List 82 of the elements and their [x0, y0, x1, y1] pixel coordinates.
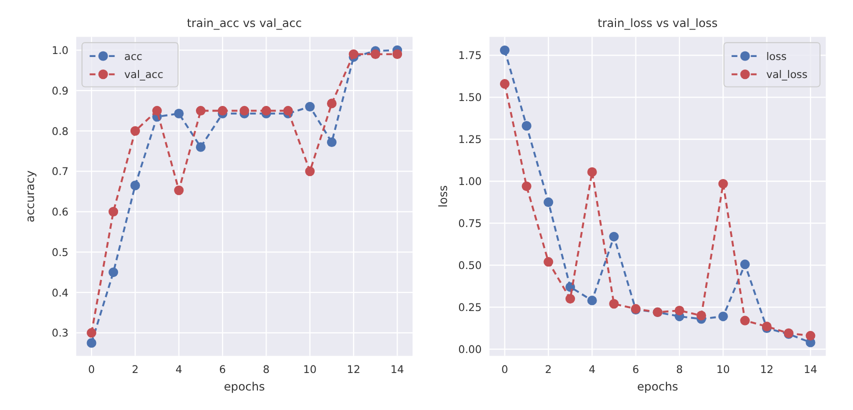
- point: [718, 312, 728, 322]
- y-tick-label: 0.3: [52, 328, 69, 340]
- point: [305, 166, 315, 176]
- point: [196, 106, 206, 116]
- chart-title: train_loss vs val_loss: [598, 16, 718, 30]
- x-tick-label: 8: [262, 364, 270, 376]
- y-tick-label: 0.8: [52, 126, 69, 138]
- x-tick-label: 4: [176, 364, 183, 376]
- y-tick-label: 1.75: [458, 50, 482, 62]
- legend-label: val_loss: [766, 69, 808, 82]
- point: [740, 260, 750, 270]
- y-tick-label: 1.50: [458, 92, 482, 104]
- point: [565, 294, 576, 304]
- point: [348, 49, 358, 59]
- x-tick-label: 6: [219, 364, 226, 376]
- point: [806, 330, 816, 341]
- y-axis-title: loss: [436, 185, 450, 208]
- x-tick-label: 10: [303, 364, 317, 376]
- point: [587, 167, 597, 177]
- y-tick-label: 0.25: [458, 302, 482, 314]
- y-tick-label: 0.50: [458, 260, 482, 272]
- y-tick-label: 0.6: [52, 206, 69, 219]
- chart-title: train_acc vs val_acc: [186, 16, 302, 30]
- point: [283, 106, 293, 116]
- point: [326, 137, 337, 148]
- x-axis-title: epochs: [224, 379, 265, 394]
- x-tick-label: 10: [716, 364, 730, 376]
- point: [86, 338, 96, 348]
- y-tick-label: 0.9: [52, 85, 69, 98]
- y-tick-label: 0.75: [458, 218, 482, 230]
- legend-label: acc: [124, 50, 143, 63]
- point: [130, 126, 140, 136]
- point: [108, 206, 118, 217]
- point: [152, 106, 162, 116]
- x-tick-label: 14: [804, 364, 818, 376]
- x-tick-label: 12: [346, 364, 360, 376]
- point: [370, 49, 380, 59]
- point: [718, 178, 728, 189]
- point: [326, 98, 337, 108]
- point: [174, 185, 184, 196]
- x-tick-label: 2: [132, 364, 139, 376]
- point: [696, 310, 706, 320]
- legend-label: val_acc: [124, 69, 164, 82]
- y-tick-label: 1.00: [458, 176, 482, 188]
- point: [174, 108, 184, 118]
- y-tick-label: 0.00: [458, 344, 482, 356]
- point: [740, 316, 750, 326]
- point: [305, 102, 315, 112]
- point: [522, 181, 532, 192]
- point: [86, 328, 96, 338]
- point: [544, 197, 554, 208]
- y-axis-title: accuracy: [22, 170, 37, 222]
- y-tick-label: 0.4: [52, 287, 69, 300]
- x-tick-label: 12: [760, 364, 774, 376]
- x-tick-label: 0: [88, 364, 96, 376]
- point: [500, 79, 510, 89]
- point: [674, 306, 684, 316]
- x-tick-label: 14: [390, 364, 404, 376]
- y-tick-label: 0.7: [52, 166, 69, 178]
- point: [130, 180, 140, 190]
- x-tick-label: 8: [676, 364, 683, 376]
- point: [522, 121, 532, 131]
- x-tick-label: 6: [632, 364, 640, 376]
- point: [544, 257, 554, 267]
- x-tick-label: 0: [501, 364, 508, 376]
- point: [587, 296, 597, 306]
- x-axis-title: epochs: [637, 379, 678, 394]
- x-tick-label: 2: [545, 364, 552, 376]
- point: [609, 299, 619, 309]
- point: [392, 49, 402, 59]
- point: [218, 106, 228, 116]
- x-tick-label: 4: [588, 364, 596, 376]
- y-tick-label: 1.25: [458, 134, 482, 146]
- point: [240, 106, 250, 116]
- y-tick-label: 0.5: [52, 246, 69, 259]
- point: [108, 267, 118, 278]
- point: [261, 106, 272, 116]
- point: [609, 232, 619, 242]
- point: [500, 45, 510, 56]
- y-tick-label: 1.0: [52, 45, 69, 57]
- point: [196, 142, 206, 152]
- legend-label: loss: [766, 50, 787, 63]
